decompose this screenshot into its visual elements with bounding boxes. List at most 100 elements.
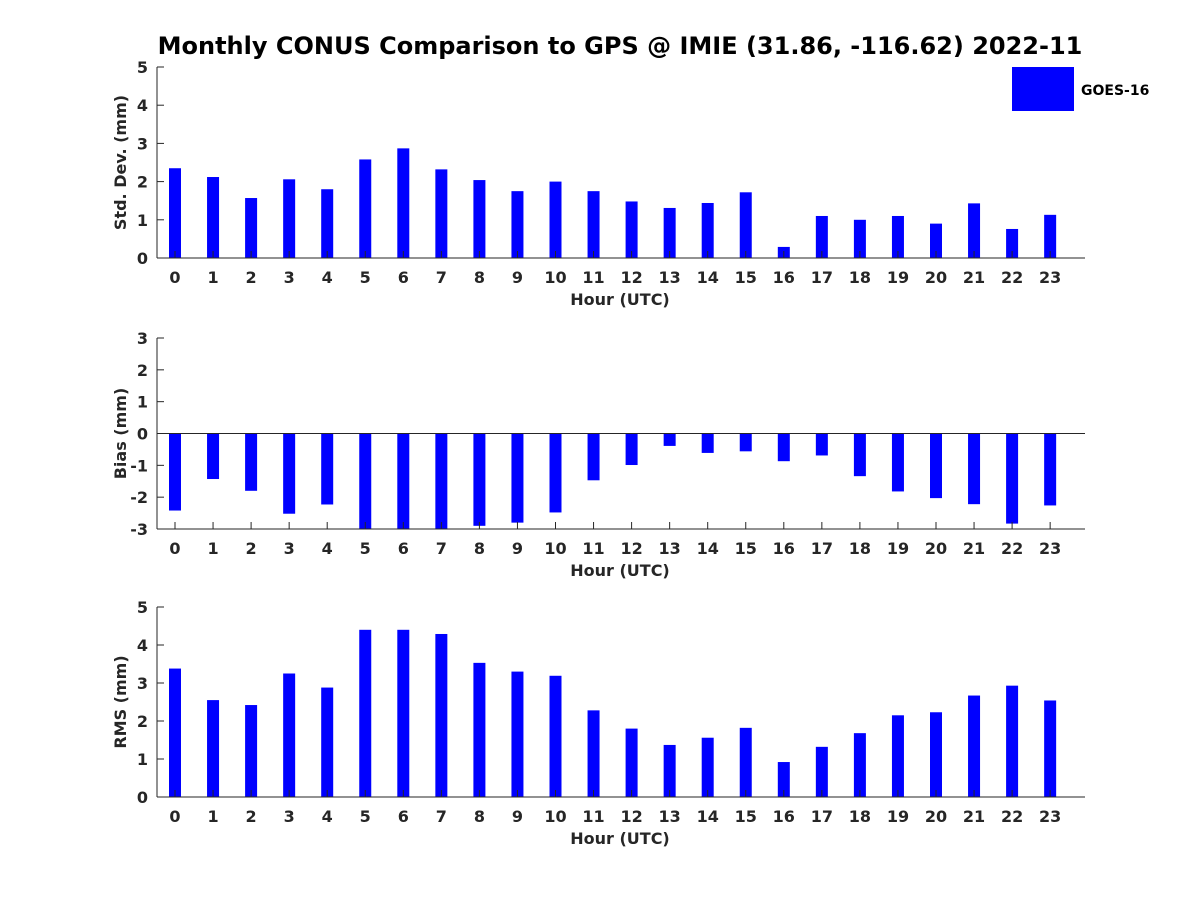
bar [853,219,866,258]
x-tick-label: 5 [360,539,371,558]
x-tick-label: 16 [773,807,795,826]
x-tick-label: 8 [474,268,485,287]
bar [853,733,866,797]
x-tick-label: 9 [512,807,523,826]
x-tick-label: 7 [436,539,447,558]
x-tick-label: 4 [322,268,333,287]
bar [473,433,486,526]
bar [663,433,676,446]
x-tick-label: 22 [1001,539,1023,558]
bar [359,159,372,258]
x-tick-label: 2 [246,268,257,287]
bar [169,433,181,511]
bar [549,675,562,797]
x-tick-label: 21 [963,539,985,558]
bar [587,191,600,258]
bar [587,433,600,481]
bar [397,433,410,529]
y-axis-label: Std. Dev. (mm) [111,95,130,230]
bar [473,662,486,797]
x-tick-label: 22 [1001,807,1023,826]
x-tick-label: 11 [582,268,604,287]
y-tick-label: 1 [137,750,148,769]
bar [663,744,676,797]
x-tick-label: 10 [544,807,566,826]
x-tick-label: 15 [735,807,757,826]
bar [930,433,942,499]
bar [1006,433,1019,524]
x-tick-label: 6 [398,807,409,826]
x-tick-label: 10 [544,539,566,558]
x-axis-label: Hour (UTC) [570,561,670,580]
bar [625,433,638,466]
x-tick-label: 2 [246,539,257,558]
bar [169,168,181,258]
bar [777,762,790,797]
bar [968,433,981,505]
bar [930,712,942,797]
bar [968,203,981,258]
x-tick-label: 14 [697,268,719,287]
x-tick-label: 19 [887,807,909,826]
bar [663,207,676,258]
bar [435,633,448,797]
x-tick-label: 18 [849,268,871,287]
bar [245,705,258,797]
x-axis-label: Hour (UTC) [570,290,670,309]
bar [891,215,904,258]
x-tick-label: 17 [811,539,833,558]
bar [473,180,486,258]
y-axis-label: RMS (mm) [111,655,130,748]
x-tick-label: 4 [322,807,333,826]
y-tick-label: 0 [137,788,148,807]
y-tick-label: -1 [130,456,148,475]
bar [1044,700,1057,797]
x-tick-label: 20 [925,807,947,826]
y-tick-label: 2 [137,361,148,380]
x-tick-label: 21 [963,268,985,287]
bar [701,433,714,453]
bar [169,668,181,797]
x-tick-label: 12 [620,807,642,826]
x-tick-label: 2 [246,807,257,826]
x-tick-label: 16 [773,539,795,558]
x-tick-label: 21 [963,807,985,826]
x-tick-label: 9 [512,268,523,287]
x-tick-label: 0 [169,268,180,287]
bar [283,673,296,797]
x-tick-label: 6 [398,268,409,287]
bar [1044,433,1057,506]
x-tick-label: 8 [474,807,485,826]
bar [321,189,334,258]
x-tick-label: 23 [1039,539,1061,558]
x-tick-label: 15 [735,268,757,287]
legend-label: GOES-16 [1081,83,1149,99]
bar [397,629,410,797]
y-tick-label: 0 [137,249,148,268]
x-tick-label: 4 [322,539,333,558]
bar [321,433,334,505]
legend: GOES-16 [1012,67,1149,111]
legend-swatch [1012,67,1074,111]
bar [701,737,714,797]
chart-title: Monthly CONUS Comparison to GPS @ IMIE (… [158,32,1083,60]
x-tick-label: 22 [1001,268,1023,287]
bar [207,700,220,797]
y-tick-label: 3 [137,134,148,153]
x-tick-label: 11 [582,807,604,826]
y-tick-label: 5 [137,598,148,617]
bar [587,710,600,797]
bar [245,433,258,491]
x-tick-label: 3 [284,807,295,826]
y-tick-label: 3 [137,674,148,693]
y-tick-label: 1 [137,211,148,230]
x-tick-label: 5 [360,268,371,287]
bar [625,201,638,258]
bar [435,169,448,258]
bar [207,177,220,258]
x-tick-label: 19 [887,268,909,287]
bar [511,191,524,258]
